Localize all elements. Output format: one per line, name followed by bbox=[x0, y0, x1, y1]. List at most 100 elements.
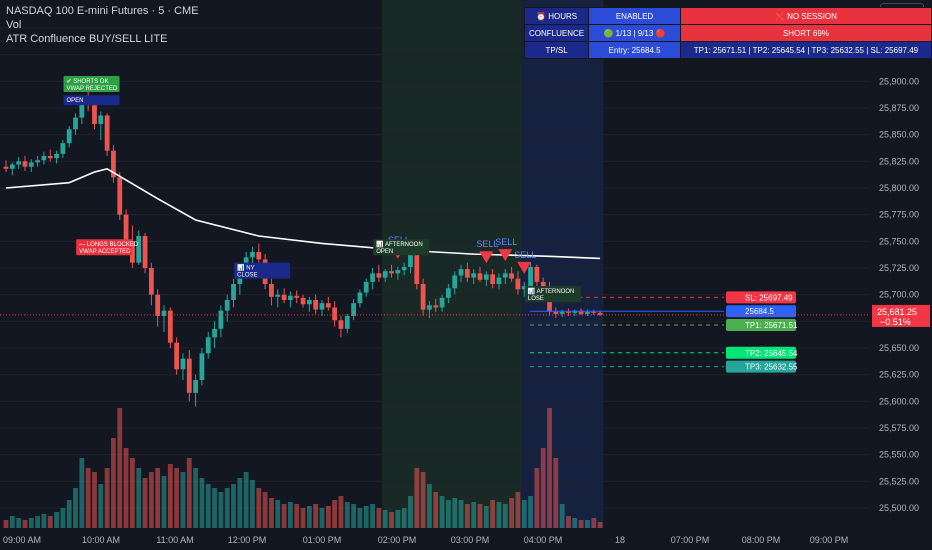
volume-bar bbox=[205, 484, 211, 528]
volume-bar bbox=[142, 478, 148, 528]
y-tick-label: 25,800.00 bbox=[879, 183, 919, 193]
candle-body bbox=[300, 297, 306, 305]
candle-body bbox=[205, 337, 211, 354]
volume-bar bbox=[92, 472, 97, 528]
table-cell: TP1: 25671.51 | TP2: 25645.54 | TP3: 256… bbox=[679, 41, 932, 59]
volume-bar bbox=[193, 468, 198, 528]
candle-body bbox=[502, 273, 508, 278]
candle-body bbox=[528, 266, 533, 287]
y-tick-label: 25,500.00 bbox=[879, 503, 919, 513]
volume-bar bbox=[250, 480, 255, 528]
candle-body bbox=[180, 358, 186, 370]
volume-bar bbox=[534, 468, 540, 528]
volume-bar bbox=[16, 518, 22, 528]
level-label-sl: SL: 25697.49 bbox=[745, 293, 793, 302]
volume-bar bbox=[452, 498, 458, 528]
x-tick-label: 08:00 PM bbox=[742, 535, 781, 545]
volume-bar bbox=[85, 468, 91, 528]
candle-body bbox=[161, 310, 167, 316]
candle-body bbox=[9, 164, 15, 169]
candle-body bbox=[547, 294, 552, 312]
candle-body bbox=[578, 310, 584, 314]
volume-bar bbox=[585, 520, 590, 528]
volume-bar bbox=[161, 476, 167, 528]
volume-bar bbox=[509, 498, 514, 528]
volume-bar bbox=[528, 496, 533, 528]
volume-bar bbox=[578, 520, 584, 528]
y-tick-label: 25,650.00 bbox=[879, 343, 919, 353]
volume-bar bbox=[288, 502, 293, 528]
session-background bbox=[382, 0, 522, 528]
candle-body bbox=[275, 294, 281, 297]
volume-bar bbox=[136, 468, 142, 528]
volume-bar bbox=[9, 516, 15, 528]
volume-bar bbox=[427, 484, 432, 528]
volume-bar bbox=[471, 502, 477, 528]
candle-body bbox=[509, 273, 514, 279]
volume-bar bbox=[22, 520, 28, 528]
volume-bar bbox=[572, 518, 578, 528]
candle-body bbox=[464, 269, 470, 278]
symbol-title[interactable]: NASDAQ 100 E-mini Futures · 5 · CME bbox=[6, 5, 199, 17]
x-tick-label: 07:00 PM bbox=[671, 535, 710, 545]
candle-body bbox=[306, 300, 312, 305]
candle-body bbox=[553, 311, 559, 314]
volume-bar bbox=[212, 488, 217, 528]
y-tick-label: 25,725.00 bbox=[879, 263, 919, 273]
x-tick-label: 02:00 PM bbox=[378, 535, 417, 545]
volume-bar bbox=[66, 500, 72, 528]
candle-body bbox=[269, 284, 274, 297]
table-cell: ENABLED bbox=[588, 7, 681, 25]
y-tick-label: 25,600.00 bbox=[879, 396, 919, 406]
last-price-label: 25,681.25 bbox=[877, 307, 917, 317]
candle-body bbox=[332, 307, 338, 321]
volume-bar bbox=[408, 496, 413, 528]
volume-bar bbox=[104, 468, 110, 528]
volume-bar bbox=[344, 502, 350, 528]
candle-body bbox=[389, 271, 394, 274]
annotation-text: 📊 NY bbox=[237, 264, 254, 272]
volume-indicator-label[interactable]: Vol bbox=[6, 19, 22, 31]
volume-bar bbox=[294, 504, 300, 528]
candle-body bbox=[338, 320, 344, 329]
candle-body bbox=[142, 236, 148, 268]
x-tick-label: 03:00 PM bbox=[451, 535, 490, 545]
candle-body bbox=[104, 115, 110, 151]
y-tick-label: 25,700.00 bbox=[879, 290, 919, 300]
candle-body bbox=[41, 156, 47, 161]
volume-bar bbox=[3, 520, 9, 528]
price-axis bbox=[868, 0, 932, 550]
volume-bar bbox=[237, 478, 243, 528]
annotation-box bbox=[524, 286, 581, 303]
volume-bar bbox=[414, 468, 420, 528]
volume-bar bbox=[559, 504, 565, 528]
candle-body bbox=[79, 102, 85, 118]
volume-bar bbox=[332, 500, 338, 528]
candle-body bbox=[408, 246, 413, 267]
candle-body bbox=[22, 161, 28, 167]
volume-bar bbox=[174, 468, 180, 528]
candle-body bbox=[420, 284, 426, 310]
x-tick-label: 11:00 AM bbox=[156, 535, 193, 545]
candle-body bbox=[370, 273, 375, 282]
volume-bar bbox=[167, 464, 173, 528]
table-cell: CONFLUENCE bbox=[523, 24, 590, 42]
candle-body bbox=[193, 380, 198, 393]
candle-body bbox=[148, 268, 154, 295]
candle-body bbox=[446, 288, 451, 298]
table-row: CONFLUENCE 🟢 1/13 | 9/13 🔴 SHORT 69% bbox=[523, 24, 932, 42]
volume-bar bbox=[591, 518, 597, 528]
x-tick-label: 09:00 AM bbox=[3, 535, 41, 545]
candle-body bbox=[92, 104, 97, 124]
volume-bar bbox=[553, 458, 559, 528]
sell-signal-marker bbox=[517, 261, 532, 274]
table-cell: 🟢 1/13 | 9/13 🔴 bbox=[588, 24, 681, 42]
sell-signal-label: SELL bbox=[476, 239, 498, 249]
volume-bar bbox=[433, 492, 439, 528]
atr-indicator-label[interactable]: ATR Confluence BUY/SELL LITE bbox=[6, 33, 168, 45]
sell-signal-label: SELL bbox=[495, 237, 517, 247]
candle-body bbox=[130, 241, 135, 263]
candle-body bbox=[167, 310, 173, 343]
candle-body bbox=[281, 294, 287, 300]
